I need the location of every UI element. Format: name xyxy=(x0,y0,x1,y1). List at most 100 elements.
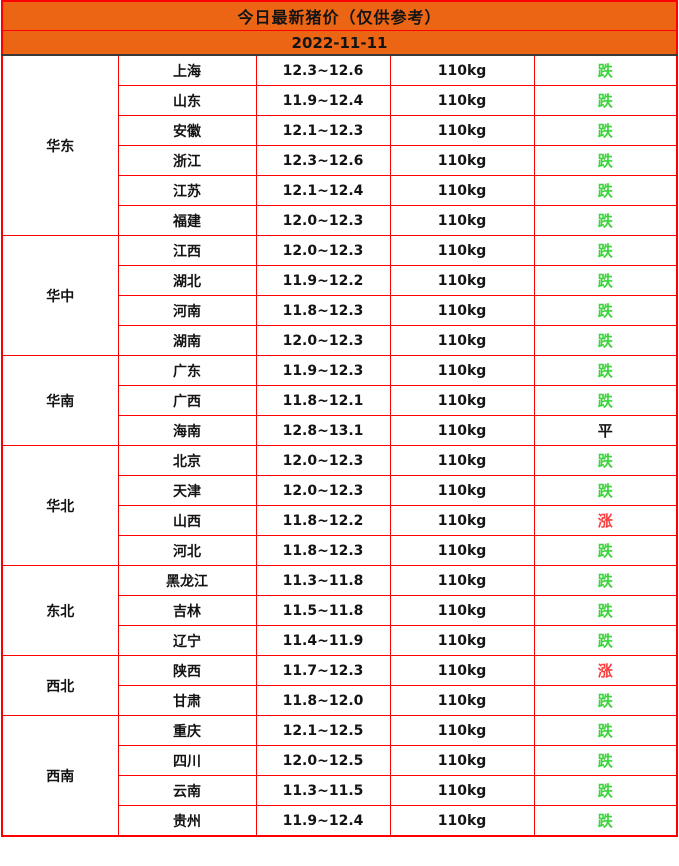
price-range-cell: 12.3~12.6 xyxy=(255,54,391,86)
table-row: 湖北 11.9~12.2 110kg 跌 xyxy=(2,265,678,296)
price-range-cell: 12.0~12.3 xyxy=(255,475,391,506)
province-cell: 山东 xyxy=(117,85,257,116)
trend-cell: 跌 xyxy=(533,715,678,746)
region-cell: 东北 xyxy=(1,565,119,656)
table-row: 吉林 11.5~11.8 110kg 跌 xyxy=(2,595,678,626)
price-range-cell: 11.8~12.0 xyxy=(255,685,391,716)
province-cell: 贵州 xyxy=(117,805,257,837)
weight-cell: 110kg xyxy=(389,625,535,656)
price-range-cell: 11.9~12.4 xyxy=(255,85,391,116)
weight-cell: 110kg xyxy=(389,445,535,476)
table-row: 山西 11.8~12.2 110kg 涨 xyxy=(2,505,678,536)
province-cell: 浙江 xyxy=(117,145,257,176)
table-row: 华中 江西 12.0~12.3 110kg 跌 xyxy=(1,235,678,356)
weight-cell: 110kg xyxy=(389,745,535,776)
province-cell: 云南 xyxy=(117,775,257,806)
province-cell: 河北 xyxy=(117,535,257,566)
trend-cell: 跌 xyxy=(533,235,678,266)
table-row: 浙江 12.3~12.6 110kg 跌 xyxy=(2,145,678,176)
table-row: 华北 北京 12.0~12.3 110kg 跌 xyxy=(1,445,678,566)
region-cell: 华东 xyxy=(1,54,119,236)
weight-cell: 110kg xyxy=(389,715,535,746)
table-row: 河北 11.8~12.3 110kg 跌 xyxy=(2,535,678,566)
table-row: 华东 上海 12.3~12.6 110kg 跌 xyxy=(1,54,678,236)
price-range-cell: 11.3~11.8 xyxy=(255,565,391,596)
weight-cell: 110kg xyxy=(389,235,535,266)
trend-cell: 跌 xyxy=(533,385,678,416)
weight-cell: 110kg xyxy=(389,54,535,86)
date-row: 2022-11-11 xyxy=(1,30,678,56)
table-row: 湖南 12.0~12.3 110kg 跌 xyxy=(2,325,678,356)
table-row: 云南 11.3~11.5 110kg 跌 xyxy=(2,775,678,806)
trend-cell: 平 xyxy=(533,415,678,446)
price-table-body: 华东 上海 12.3~12.6 110kg 跌山东 11.9~12.4 110kg 跌安徽 12… xyxy=(1,54,678,837)
trend-cell: 跌 xyxy=(533,355,678,386)
region-cell: 华中 xyxy=(1,235,119,356)
trend-cell: 跌 xyxy=(533,265,678,296)
table-row: 江苏 12.1~12.4 110kg 跌 xyxy=(2,175,678,206)
province-cell: 吉林 xyxy=(117,595,257,626)
price-range-cell: 12.0~12.3 xyxy=(255,205,391,236)
weight-cell: 110kg xyxy=(389,385,535,416)
province-cell: 福建 xyxy=(117,205,257,236)
price-range-cell: 11.8~12.3 xyxy=(255,295,391,326)
province-cell: 黑龙江 xyxy=(117,565,257,596)
province-cell: 河南 xyxy=(117,295,257,326)
trend-cell: 跌 xyxy=(533,54,678,86)
trend-cell: 跌 xyxy=(533,685,678,716)
price-range-cell: 12.0~12.3 xyxy=(255,325,391,356)
region-cell: 西北 xyxy=(1,655,119,716)
province-cell: 安徽 xyxy=(117,115,257,146)
weight-cell: 110kg xyxy=(389,355,535,386)
trend-cell: 跌 xyxy=(533,565,678,596)
trend-cell: 跌 xyxy=(533,145,678,176)
table-row: 海南 12.8~13.1 110kg 平 xyxy=(2,415,678,446)
province-cell: 湖南 xyxy=(117,325,257,356)
table-row: 西南 重庆 12.1~12.5 110kg 跌 xyxy=(1,715,678,837)
weight-cell: 110kg xyxy=(389,115,535,146)
province-cell: 江西 xyxy=(117,235,257,266)
weight-cell: 110kg xyxy=(389,205,535,236)
province-cell: 上海 xyxy=(117,54,257,86)
weight-cell: 110kg xyxy=(389,655,535,686)
price-range-cell: 11.8~12.1 xyxy=(255,385,391,416)
trend-cell: 跌 xyxy=(533,625,678,656)
pig-price-board: 今日最新猪价（仅供参考） 2022-11-11 华东 上海 12.3~12.6 110… xyxy=(1,0,678,837)
weight-cell: 110kg xyxy=(389,595,535,626)
province-cell: 天津 xyxy=(117,475,257,506)
region-cell: 华南 xyxy=(1,355,119,446)
trend-cell: 跌 xyxy=(533,445,678,476)
weight-cell: 110kg xyxy=(389,145,535,176)
weight-cell: 110kg xyxy=(389,805,535,837)
price-range-cell: 11.3~11.5 xyxy=(255,775,391,806)
price-range-cell: 12.0~12.3 xyxy=(255,235,391,266)
province-cell: 北京 xyxy=(117,445,257,476)
table-row: 东北 黑龙江 11.3~11.8 110kg 跌 xyxy=(1,565,678,656)
weight-cell: 110kg xyxy=(389,325,535,356)
province-cell: 江苏 xyxy=(117,175,257,206)
trend-cell: 跌 xyxy=(533,295,678,326)
weight-cell: 110kg xyxy=(389,415,535,446)
table-row: 贵州 11.9~12.4 110kg 跌 xyxy=(2,805,678,837)
trend-cell: 跌 xyxy=(533,535,678,566)
trend-cell: 跌 xyxy=(533,175,678,206)
weight-cell: 110kg xyxy=(389,775,535,806)
province-cell: 甘肃 xyxy=(117,685,257,716)
price-range-cell: 11.8~12.2 xyxy=(255,505,391,536)
region-cell: 西南 xyxy=(1,715,119,837)
trend-cell: 跌 xyxy=(533,805,678,837)
weight-cell: 110kg xyxy=(389,85,535,116)
trend-cell: 跌 xyxy=(533,115,678,146)
price-range-cell: 11.5~11.8 xyxy=(255,595,391,626)
table-row: 山东 11.9~12.4 110kg 跌 xyxy=(2,85,678,116)
trend-cell: 涨 xyxy=(533,505,678,536)
price-range-cell: 11.8~12.3 xyxy=(255,535,391,566)
price-range-cell: 11.9~12.4 xyxy=(255,805,391,837)
table-row: 西北 陕西 11.7~12.3 110kg 涨 xyxy=(1,655,678,716)
table-row: 华南 广东 11.9~12.3 110kg 跌 xyxy=(1,355,678,446)
price-range-cell: 12.0~12.3 xyxy=(255,445,391,476)
page-title: 今日最新猪价（仅供参考） xyxy=(1,0,678,31)
trend-cell: 跌 xyxy=(533,325,678,356)
trend-cell: 跌 xyxy=(533,85,678,116)
province-cell: 重庆 xyxy=(117,715,257,746)
